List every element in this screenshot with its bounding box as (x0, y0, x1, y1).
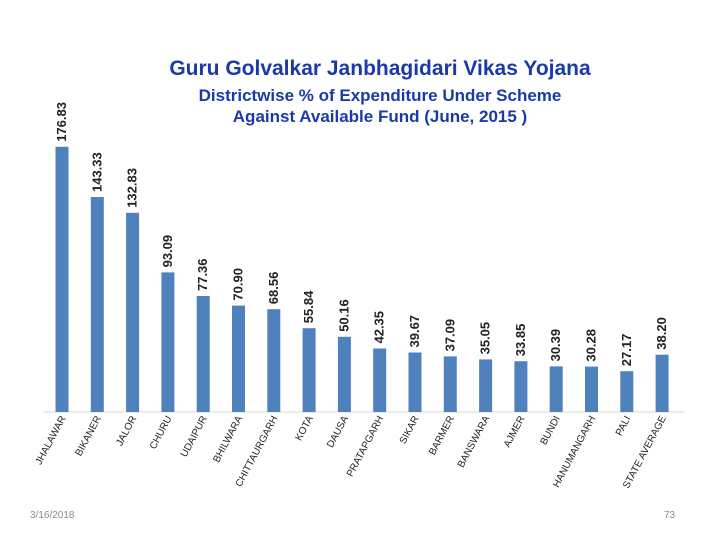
value-label-bundi: 30.39 (548, 329, 563, 362)
footer-date: 3/16/2018 (30, 510, 75, 521)
category-label-bhilwara: BHILWARA (211, 414, 245, 465)
category-label-sikar: SIKAR (398, 414, 422, 446)
bar-sikar (408, 352, 422, 412)
bar-udaipur (196, 296, 210, 412)
category-label-bikaner: BIKANER (74, 414, 104, 458)
value-label-bikaner: 143.33 (89, 152, 104, 192)
category-label-jalor: JALOR (114, 414, 139, 448)
category-label-jhalawar: JHALAWAR (34, 414, 69, 467)
chart-title: Guru Golvalkar Janbhagidari Vikas Yojana (169, 57, 591, 80)
value-label-pali: 27.17 (619, 334, 634, 367)
value-label-bhilwara: 70.90 (231, 268, 246, 301)
value-label-churu: 93.09 (160, 235, 175, 268)
value-label-ajmer: 33.85 (513, 324, 528, 357)
value-label-chittaurgarh: 68.56 (266, 272, 281, 305)
bar-churu (161, 272, 175, 412)
chart-subtitle: Districtwise % of Expenditure Under Sche… (100, 85, 660, 127)
bar-hanumangarh (585, 366, 598, 412)
bar-bhilwara (232, 305, 245, 412)
value-labels-group: 176.83 143.33 132.83 93.09 77.36 70.90 68.56 55… (54, 102, 669, 366)
value-label-state-average: 38.20 (654, 317, 669, 350)
bar-pratapgarh (373, 348, 387, 412)
value-label-jalor: 132.83 (125, 168, 140, 208)
bar-dausa (337, 336, 351, 412)
value-label-sikar: 39.67 (407, 315, 422, 348)
bar-bundi (549, 366, 563, 412)
value-label-kota: 55.84 (301, 290, 316, 323)
category-label-barmer: BARMER (427, 414, 457, 457)
bar-barmer (443, 356, 457, 412)
category-label-udaipur: UDAIPUR (179, 414, 210, 459)
category-labels-group: JHALAWAR BIKANER JALOR CHURU UDAIPUR BHILWARA… (34, 414, 669, 491)
subtitle-line-1: Districtwise % of Expenditure Under Sche… (198, 86, 562, 105)
category-label-pratapgarh: PRATAPGARH (345, 414, 386, 479)
bar-state-average (655, 354, 669, 412)
bar-bikaner (90, 197, 104, 412)
bar-banswara (479, 359, 493, 412)
value-label-udaipur: 77.36 (195, 258, 210, 291)
bar-kota (302, 328, 316, 412)
page-number: 73 (664, 510, 676, 521)
category-label-dausa: DAUSA (325, 414, 351, 450)
bars-group (55, 146, 669, 413)
value-label-barmer: 37.09 (442, 319, 457, 352)
bar-jalor (126, 212, 140, 412)
bar-ajmer (514, 361, 528, 412)
value-label-pratapgarh: 42.35 (372, 311, 387, 344)
value-label-dausa: 50.16 (336, 299, 351, 332)
category-label-bundi: BUNDI (539, 414, 563, 447)
value-label-jhalawar: 176.83 (54, 102, 69, 142)
subtitle-line-2: Against Available Fund (June, 2015 ) (232, 107, 528, 126)
category-label-banswara: BANSWARA (456, 414, 493, 470)
value-label-hanumangarh: 30.28 (584, 329, 599, 362)
category-label-kota: KOTA (294, 414, 316, 443)
value-label-banswara: 35.05 (478, 322, 493, 355)
bar-pali (620, 371, 634, 412)
bar-chittaurgarh (267, 309, 281, 412)
category-label-pali: PALI (614, 414, 634, 438)
category-label-ajmer: AJMER (502, 414, 528, 449)
bar-jhalawar (55, 146, 69, 413)
category-label-churu: CHURU (148, 414, 175, 451)
